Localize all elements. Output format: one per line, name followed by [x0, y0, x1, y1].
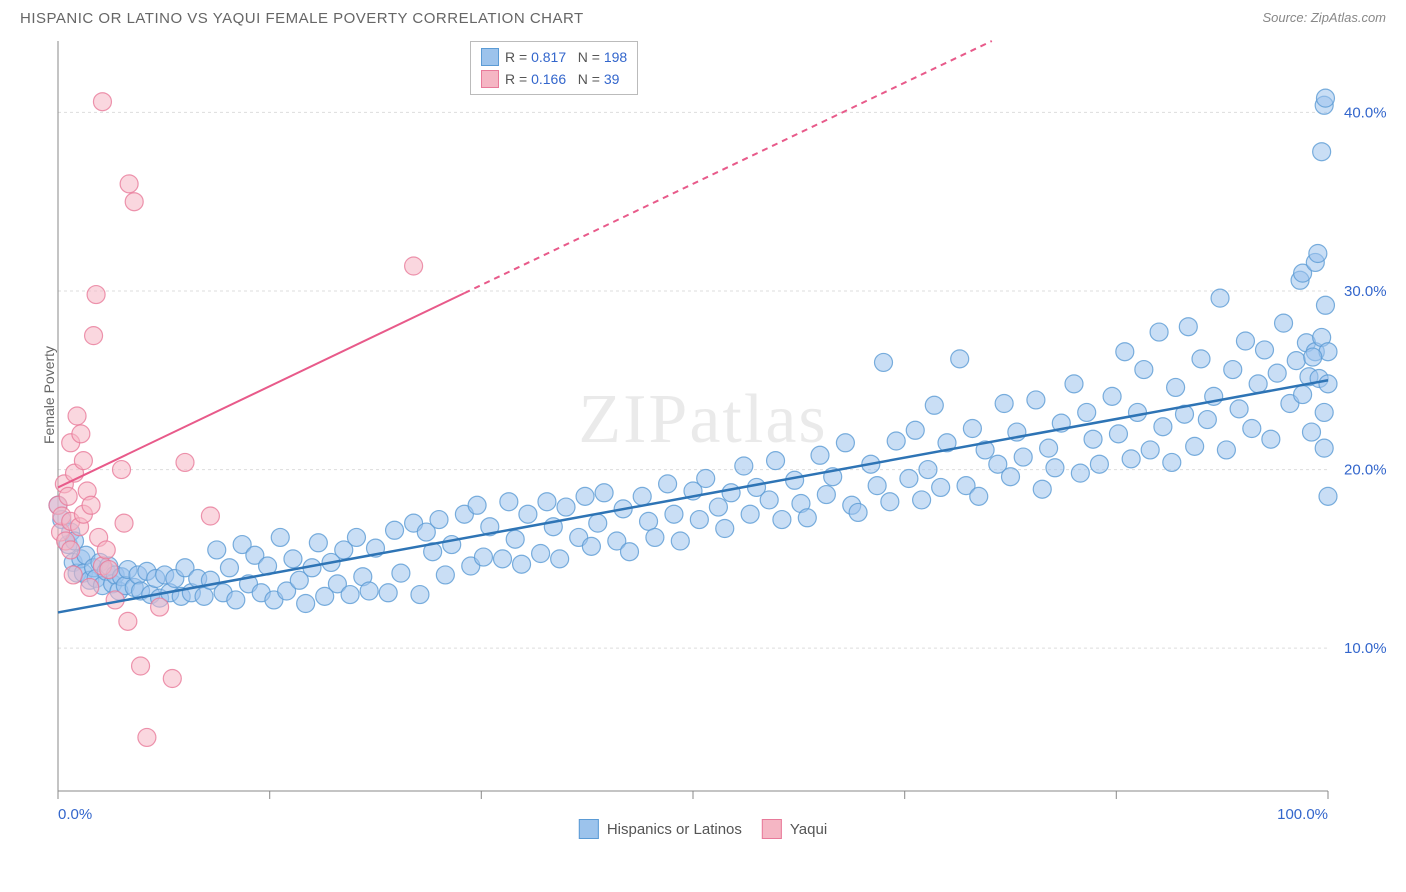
stats-legend-row: R = 0.817 N = 198 — [481, 46, 627, 68]
svg-text:20.0%: 20.0% — [1344, 462, 1387, 479]
y-axis-label: Female Poverty — [41, 346, 57, 444]
legend-item: Hispanics or Latinos — [579, 819, 742, 839]
legend-label: Hispanics or Latinos — [607, 821, 742, 838]
source-label: Source: ZipAtlas.com — [1262, 10, 1386, 25]
chart-svg: 10.0% 20.0% 30.0% 40.0% 0.0% 100.0% — [10, 31, 1396, 841]
svg-text:100.0%: 100.0% — [1277, 806, 1328, 823]
svg-text:30.0%: 30.0% — [1344, 283, 1387, 300]
chart-title: HISPANIC OR LATINO VS YAQUI FEMALE POVER… — [20, 10, 584, 27]
svg-text:10.0%: 10.0% — [1344, 640, 1387, 657]
legend-swatch — [481, 48, 499, 66]
legend-swatch — [579, 819, 599, 839]
svg-text:40.0%: 40.0% — [1344, 104, 1387, 121]
stats-legend-row: R = 0.166 N = 39 — [481, 68, 627, 90]
stats-legend: R = 0.817 N = 198 R = 0.166 N = 39 — [470, 41, 638, 95]
legend-item: Yaqui — [762, 819, 827, 839]
svg-text:0.0%: 0.0% — [58, 806, 92, 823]
chart-container: HISPANIC OR LATINO VS YAQUI FEMALE POVER… — [10, 10, 1396, 882]
legend-swatch — [481, 70, 499, 88]
stats-legend-text: R = 0.817 N = 198 — [505, 46, 627, 68]
plot-area: Female Poverty ZIPatlas 10.0%20.0%30.0%4… — [10, 31, 1396, 841]
legend-swatch — [762, 819, 782, 839]
series-legend: Hispanics or Latinos Yaqui — [579, 819, 827, 839]
header: HISPANIC OR LATINO VS YAQUI FEMALE POVER… — [10, 10, 1396, 31]
stats-legend-text: R = 0.166 N = 39 — [505, 68, 619, 90]
legend-label: Yaqui — [790, 821, 827, 838]
